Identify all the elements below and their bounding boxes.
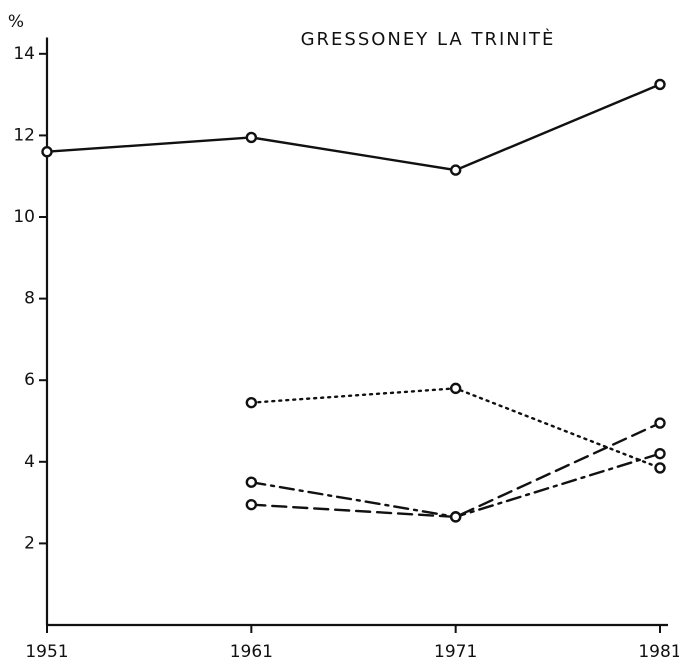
y-tick-label: 4 <box>24 452 35 472</box>
data-point <box>654 462 666 474</box>
data-point <box>245 498 258 511</box>
y-tick-label: 8 <box>24 289 35 309</box>
series-line <box>250 387 662 470</box>
x-tick-label: 1951 <box>25 642 68 662</box>
x-tick-label: 1981 <box>638 642 679 662</box>
x-tick-label: 1971 <box>434 642 477 662</box>
series-line <box>250 421 662 519</box>
data-point <box>245 476 258 488</box>
data-point <box>449 511 462 523</box>
data-point <box>245 396 258 409</box>
y-tick-label: 14 <box>13 44 35 64</box>
series-line <box>45 83 662 172</box>
y-tick-label: 10 <box>13 207 35 227</box>
y-tick-label: 6 <box>24 370 35 390</box>
data-point <box>654 447 666 460</box>
chart-title: GRESSONEY LA TRINITÈ <box>301 28 556 50</box>
data-point <box>41 146 53 158</box>
data-point <box>654 78 666 91</box>
x-tick-label: 1961 <box>230 642 273 662</box>
data-point <box>449 164 462 176</box>
data-point <box>449 382 462 395</box>
y-tick-label: 12 <box>13 125 35 145</box>
data-point <box>654 417 666 429</box>
series-line <box>250 452 662 519</box>
data-point <box>245 131 258 144</box>
y-tick-label: 2 <box>24 533 35 553</box>
y-axis-label: % <box>8 12 24 32</box>
